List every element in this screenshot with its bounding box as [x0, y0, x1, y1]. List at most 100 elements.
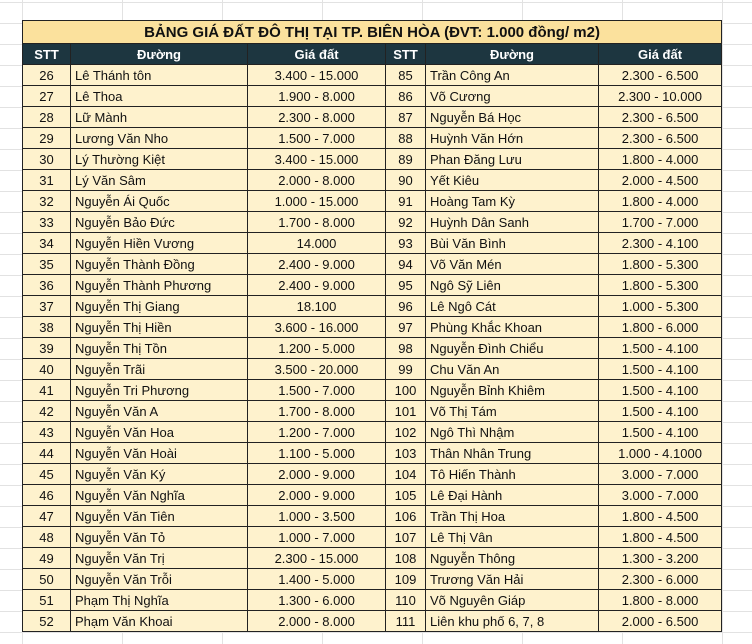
table-row: 29 Lương Văn Nho 1.500 - 7.000 88 Huỳnh Văn … — [22, 127, 723, 149]
table-cell: 1.000 - 5.300 — [597, 295, 723, 317]
table-cell: 1.000 - 15.000 — [247, 190, 386, 212]
table-cell: 1.800 - 4.000 — [597, 148, 723, 170]
table-row: 41 Nguyễn Tri Phương 1.500 - 7.000 100 Nguyễ… — [22, 379, 723, 401]
table-cell: Nguyễn Văn Nghĩa — [70, 484, 248, 506]
table-body: 26 Lê Thánh tôn 3.400 - 15.000 85 Trần Công … — [22, 64, 723, 632]
table-cell: Liên khu phố 6, 7, 8 — [425, 610, 599, 632]
table-cell: Phùng Khắc Khoan — [425, 316, 599, 338]
table-cell: 1.800 - 4.500 — [597, 526, 723, 548]
table-cell: 3.000 - 7.000 — [597, 484, 723, 506]
table-cell: 1.500 - 7.000 — [247, 127, 386, 149]
table-cell: 28 — [22, 106, 71, 128]
table-cell: 100 — [385, 379, 426, 401]
table-row: 34 Nguyễn Hiền Vương 14.000 93 Bùi Văn Bình 2… — [22, 232, 723, 254]
table-row: 42 Nguyễn Văn A 1.700 - 8.000 101 Võ Thị Tám… — [22, 400, 723, 422]
table-cell: 2.300 - 6.500 — [597, 106, 723, 128]
table-cell: 87 — [385, 106, 426, 128]
table-row: 45 Nguyễn Văn Ký 2.000 - 9.000 104 Tô Hiến T… — [22, 463, 723, 485]
table-cell: Lương Văn Nho — [70, 127, 248, 149]
table-cell: Yết Kiêu — [425, 169, 599, 191]
table-cell: Nguyễn Thị Hiền — [70, 316, 248, 338]
table-cell: Nguyễn Bỉnh Khiêm — [425, 379, 599, 401]
table-cell: 3.500 - 20.000 — [247, 358, 386, 380]
table-cell: Nguyễn Tri Phương — [70, 379, 248, 401]
table-cell: 1.900 - 8.000 — [247, 85, 386, 107]
table-cell: 3.000 - 7.000 — [597, 463, 723, 485]
table-row: 31 Lý Văn Sâm 2.000 - 8.000 90 Yết Kiêu 2.000… — [22, 169, 723, 191]
table-row: 44 Nguyễn Văn Hoài 1.100 - 5.000 103 Thân Nh… — [22, 442, 723, 464]
table-cell: 98 — [385, 337, 426, 359]
table-cell: Tô Hiến Thành — [425, 463, 599, 485]
table-cell: 47 — [22, 505, 71, 527]
table-cell: Nguyễn Bá Học — [425, 106, 599, 128]
table-cell: Phạm Văn Khoai — [70, 610, 248, 632]
table-row: 37 Nguyễn Thị Giang 18.100 96 Lê Ngô Cát 1.00… — [22, 295, 723, 317]
table-cell: 2.300 - 6.500 — [597, 64, 723, 86]
table-cell: 1.500 - 4.100 — [597, 400, 723, 422]
table-cell: 2.000 - 9.000 — [247, 463, 386, 485]
table-cell: 1.700 - 7.000 — [597, 211, 723, 233]
table-cell: Huỳnh Văn Hớn — [425, 127, 599, 149]
table-cell: Nguyễn Thành Đồng — [70, 253, 248, 275]
table-cell: 38 — [22, 316, 71, 338]
table-cell: 2.000 - 9.000 — [247, 484, 386, 506]
table-cell: 14.000 — [247, 232, 386, 254]
table-cell: Nguyễn Thông — [425, 547, 599, 569]
table-cell: 1.700 - 8.000 — [247, 400, 386, 422]
table-cell: Nguyễn Đình Chiểu — [425, 337, 599, 359]
table-cell: Nguyễn Ái Quốc — [70, 190, 248, 212]
table-cell: 42 — [22, 400, 71, 422]
table-cell: 1.800 - 4.000 — [597, 190, 723, 212]
header-cell: Giá đất — [597, 43, 723, 65]
table-cell: 1.300 - 6.000 — [247, 589, 386, 611]
table-cell: Lữ Mành — [70, 106, 248, 128]
table-cell: 33 — [22, 211, 71, 233]
table-cell: 111 — [385, 610, 426, 632]
table-cell: Nguyễn Văn Trị — [70, 547, 248, 569]
table-cell: Lê Thị Vân — [425, 526, 599, 548]
table-cell: 1.500 - 4.100 — [597, 337, 723, 359]
header-cell: STT — [385, 43, 426, 65]
table-cell: 34 — [22, 232, 71, 254]
table-cell: Nguyễn Thành Phương — [70, 274, 248, 296]
table-row: 52 Phạm Văn Khoai 2.000 - 8.000 111 Liên khu… — [22, 610, 723, 632]
table-cell: 31 — [22, 169, 71, 191]
table-cell: 96 — [385, 295, 426, 317]
table-cell: 2.300 - 15.000 — [247, 547, 386, 569]
title-row: BẢNG GIÁ ĐẤT ĐÔ THỊ TẠI TP. BIÊN HÒA (ĐV… — [21, 20, 723, 44]
table-cell: 1.000 - 7.000 — [247, 526, 386, 548]
table-row: 38 Nguyễn Thị Hiền 3.600 - 16.000 97 Phùng K… — [22, 316, 723, 338]
table-cell: 36 — [22, 274, 71, 296]
table-cell: 103 — [385, 442, 426, 464]
table-row: 47 Nguyễn Văn Tiên 1.000 - 3.500 106 Trần Th… — [22, 505, 723, 527]
table-cell: Chu Văn An — [425, 358, 599, 380]
table-cell: 102 — [385, 421, 426, 443]
table-cell: 1.200 - 5.000 — [247, 337, 386, 359]
table-cell: Nguyễn Văn Tỏ — [70, 526, 248, 548]
table-row: 26 Lê Thánh tôn 3.400 - 15.000 85 Trần Công … — [22, 64, 723, 86]
table-cell: 90 — [385, 169, 426, 191]
table-cell: 88 — [385, 127, 426, 149]
table-cell: 1.800 - 6.000 — [597, 316, 723, 338]
price-table: BẢNG GIÁ ĐẤT ĐÔ THỊ TẠI TP. BIÊN HÒA (ĐV… — [21, 20, 723, 632]
table-row: 43 Nguyễn Văn Hoa 1.200 - 7.000 102 Ngô Thì … — [22, 421, 723, 443]
table-cell: 46 — [22, 484, 71, 506]
table-row: 49 Nguyễn Văn Trị 2.300 - 15.000 108 Nguyễn … — [22, 547, 723, 569]
table-cell: 2.400 - 9.000 — [247, 253, 386, 275]
table-cell: 1.200 - 7.000 — [247, 421, 386, 443]
table-row: 48 Nguyễn Văn Tỏ 1.000 - 7.000 107 Lê Thị Vâ… — [22, 526, 723, 548]
table-cell: 2.300 - 10.000 — [597, 85, 723, 107]
table-cell: 39 — [22, 337, 71, 359]
table-cell: Võ Thị Tám — [425, 400, 599, 422]
table-cell: 41 — [22, 379, 71, 401]
table-cell: 49 — [22, 547, 71, 569]
table-cell: 3.400 - 15.000 — [247, 64, 386, 86]
table-title: BẢNG GIÁ ĐẤT ĐÔ THỊ TẠI TP. BIÊN HÒA (ĐV… — [21, 20, 723, 44]
table-cell: 101 — [385, 400, 426, 422]
table-cell: Võ Văn Mén — [425, 253, 599, 275]
table-cell: Nguyễn Văn Ký — [70, 463, 248, 485]
table-cell: Nguyễn Thị Giang — [70, 295, 248, 317]
header-cell: Giá đất — [247, 43, 386, 65]
table-cell: 32 — [22, 190, 71, 212]
